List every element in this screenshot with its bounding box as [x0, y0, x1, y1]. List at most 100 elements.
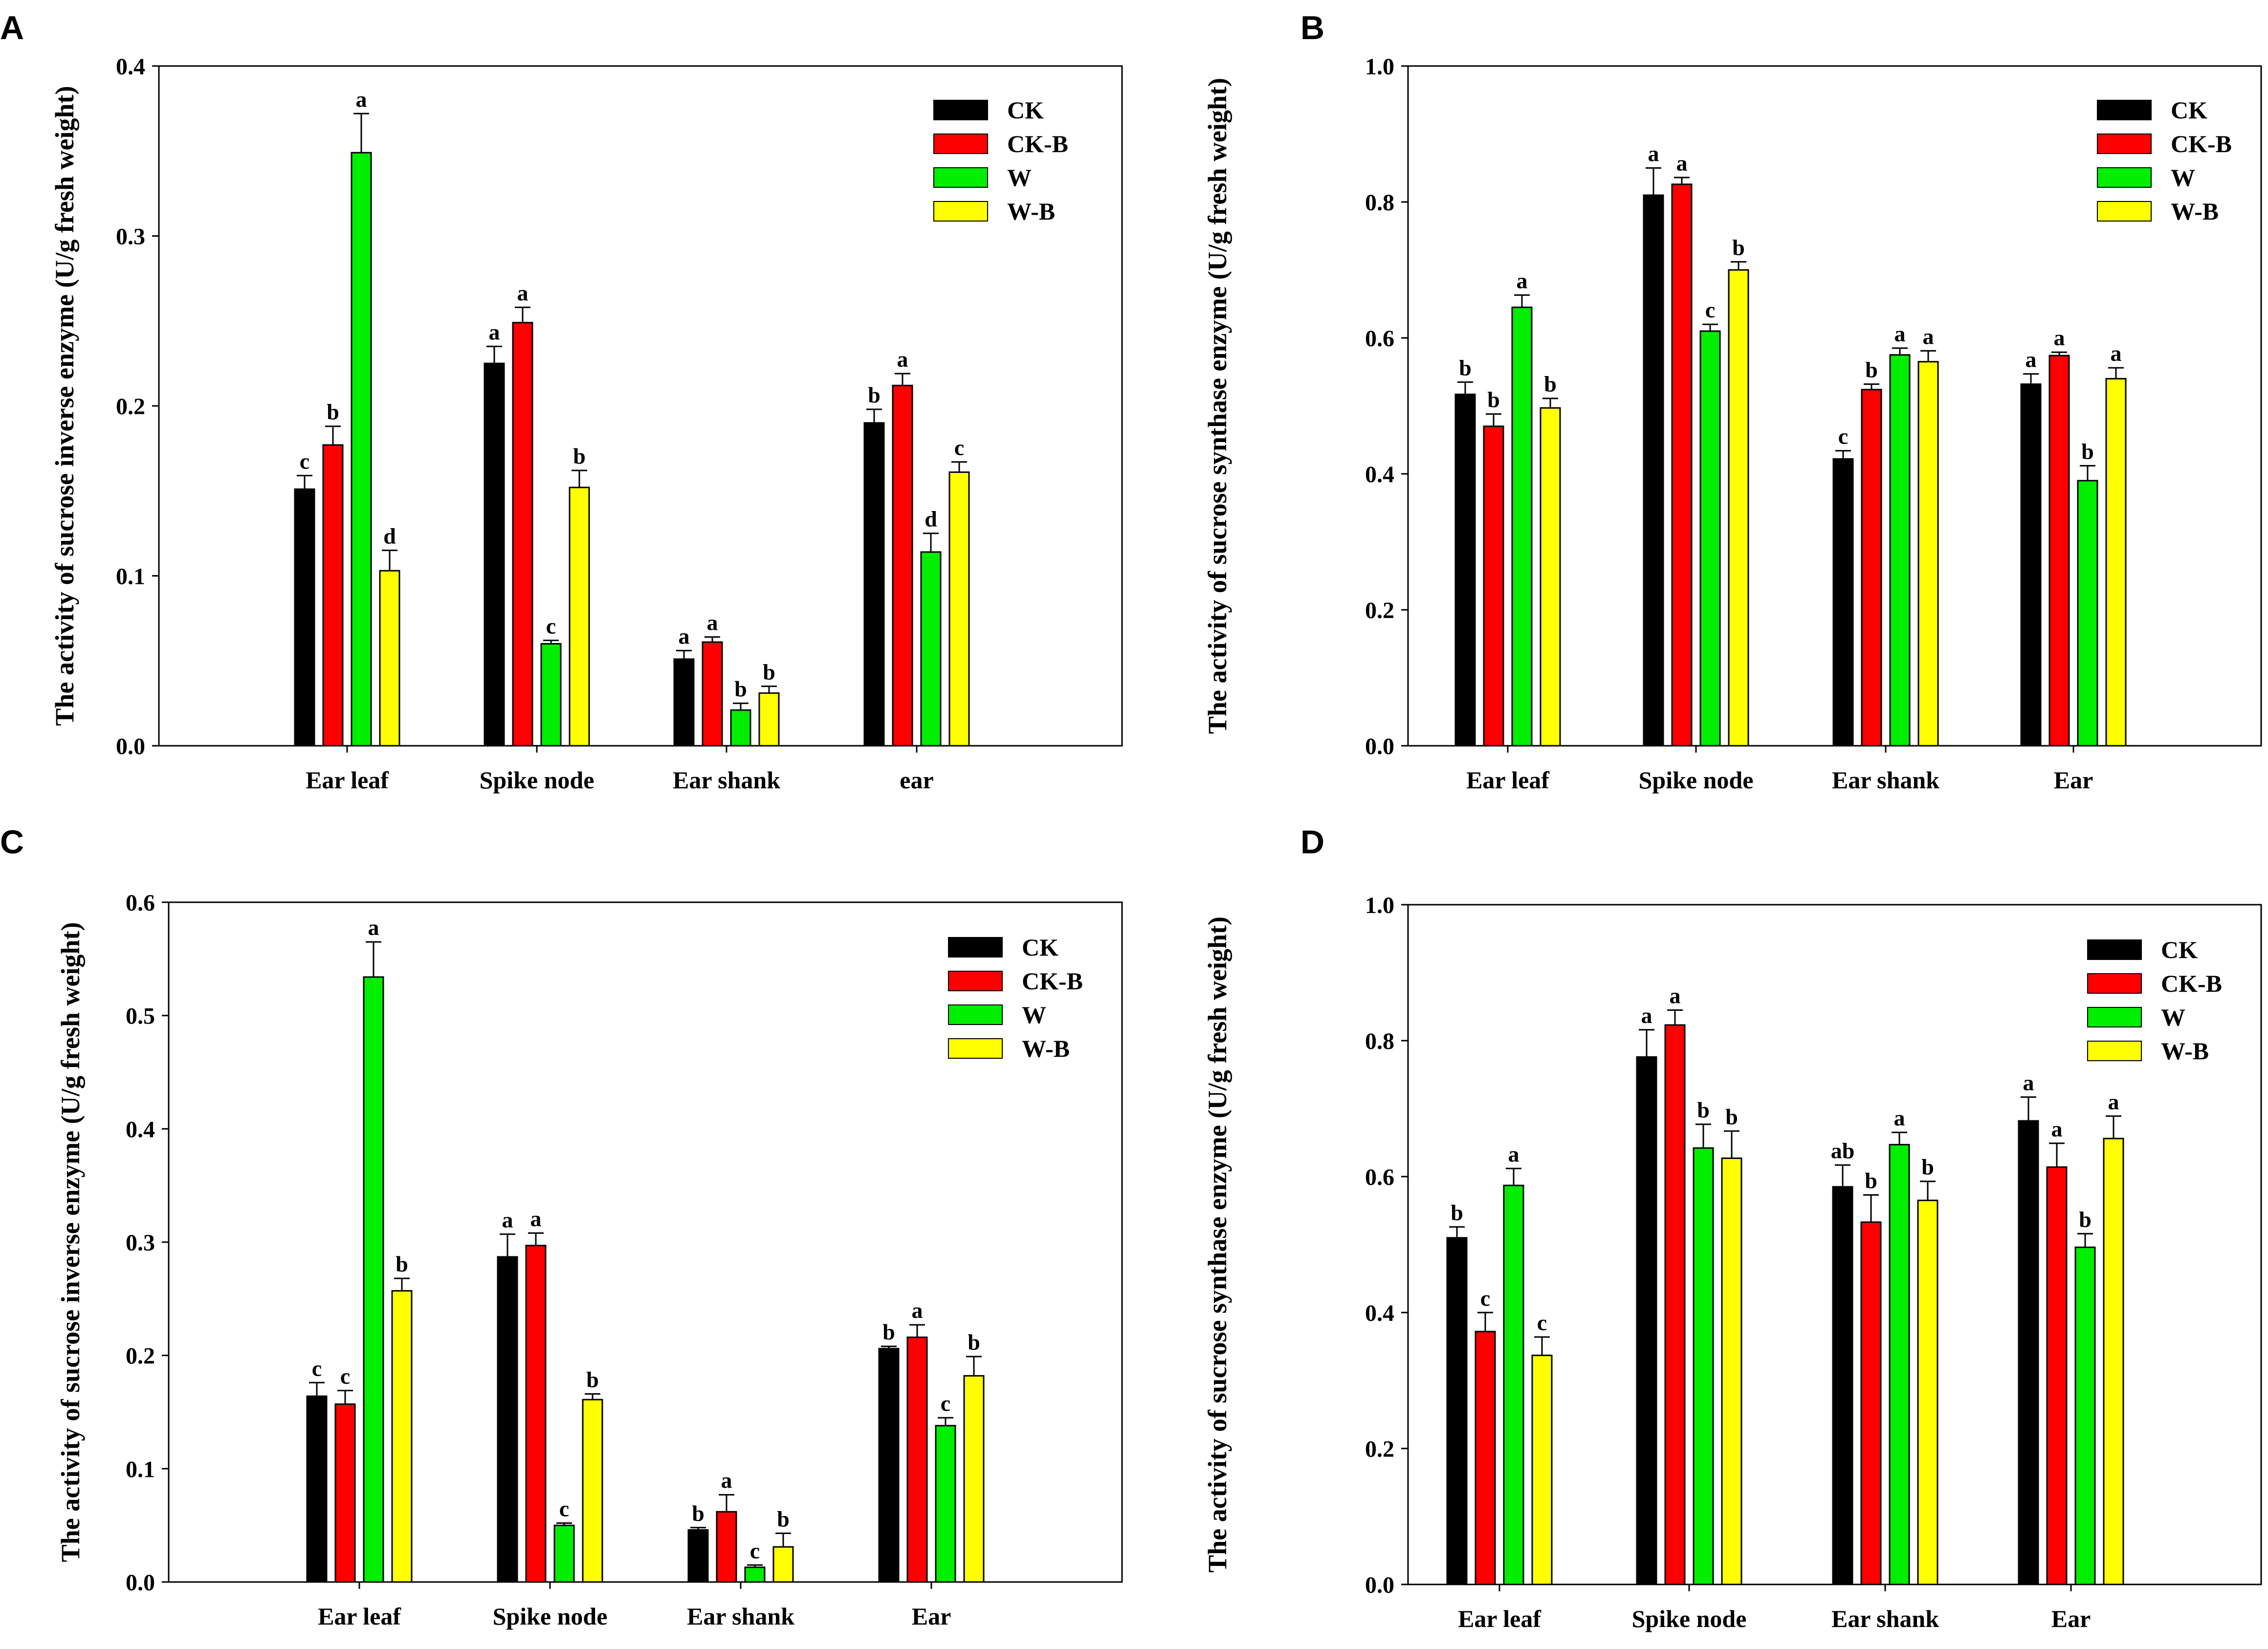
- legend-label: W-B: [2161, 1037, 2209, 1065]
- y-tick-label: 0.8: [1365, 190, 1394, 216]
- y-tick-label: 0.0: [116, 734, 145, 759]
- bar: [863, 422, 885, 747]
- significance-letter: b: [734, 676, 747, 701]
- bar: [702, 641, 723, 747]
- bar: [1540, 407, 1561, 747]
- significance-letter: a: [1517, 268, 1528, 293]
- significance-letter: a: [1923, 324, 1934, 349]
- legend-swatch: [948, 937, 1003, 958]
- legend-label: CK: [1007, 96, 1044, 124]
- significance-letter: b: [2081, 439, 2094, 464]
- bar: [1832, 458, 1854, 747]
- panel-b: B 0.0 0.2 0.4 0.6 0.8 1.0 The activity of sucr…: [1203, 9, 2262, 794]
- legend-swatch: [948, 1038, 1003, 1059]
- y-tick-label: 0.4: [126, 1116, 155, 1142]
- significance-letter: b: [2079, 1207, 2092, 1232]
- y-axis-label: The activity of sucrose synthase enzyme …: [1203, 916, 1232, 1573]
- significance-letter: b: [763, 659, 775, 684]
- significance-letter: b: [1487, 387, 1500, 412]
- y-tick-label: 0.6: [1365, 326, 1394, 352]
- bar: [351, 152, 372, 747]
- x-tick-label: Spike node: [480, 766, 595, 794]
- bar: [553, 1524, 575, 1583]
- significance-letter: a: [707, 610, 718, 635]
- significance-letter: a: [1641, 1003, 1652, 1028]
- significance-letter: a: [2026, 347, 2037, 372]
- legend-swatch: [2087, 1007, 2142, 1027]
- legend-label: W-B: [1007, 198, 1055, 225]
- y-tick-label: 0.6: [126, 890, 155, 916]
- y-tick-label: 0.3: [116, 224, 145, 250]
- x-tick-label: Ear shank: [1831, 1605, 1939, 1632]
- significance-letter: b: [1544, 372, 1557, 397]
- y-tick-label: 1.0: [1365, 54, 1394, 80]
- y-axis-label: The activity of sucrose synthase enzyme …: [1203, 78, 1232, 734]
- x-tick-label: Ear: [912, 1603, 951, 1630]
- significance-letter: a: [2108, 1089, 2119, 1114]
- significance-letter: a: [1894, 1106, 1905, 1131]
- bar: [306, 1395, 328, 1583]
- bar: [892, 384, 913, 747]
- significance-letter: a: [517, 280, 528, 305]
- significance-letter: b: [1865, 357, 1878, 382]
- bar: [730, 709, 751, 747]
- bar: [2048, 355, 2070, 747]
- x-tick-label: Ear leaf: [1458, 1605, 1541, 1632]
- bar: [1728, 269, 1749, 747]
- bar: [673, 658, 695, 747]
- panel-d: D 0.0 0.2 0.4 0.6 0.8 1.0 The activity of sucr…: [1203, 824, 2262, 1632]
- significance-letter: b: [327, 400, 339, 424]
- bar: [1699, 330, 1721, 747]
- bar: [963, 1375, 985, 1583]
- bar: [2077, 480, 2098, 747]
- bar: [2074, 1247, 2096, 1585]
- panel-letter: B: [1300, 9, 1324, 46]
- bar: [322, 444, 344, 747]
- y-tick-label: 0.2: [1365, 1436, 1394, 1462]
- significance-letter: a: [2051, 1116, 2063, 1141]
- significance-letter: b: [692, 1501, 705, 1526]
- bar: [525, 1245, 547, 1583]
- bar: [1454, 393, 1476, 747]
- y-tick-label: 0.4: [116, 54, 145, 80]
- bar: [2103, 1137, 2124, 1585]
- significance-letter: a: [489, 319, 500, 344]
- x-tick-label: Spike node: [493, 1603, 608, 1630]
- bar: [294, 488, 315, 747]
- significance-letter: c: [340, 1363, 350, 1388]
- legend-swatch: [2097, 167, 2152, 188]
- significance-letter: a: [1508, 1141, 1519, 1166]
- legend-swatch: [2097, 134, 2152, 154]
- y-tick-label: 0.3: [126, 1230, 155, 1256]
- significance-letter: b: [1921, 1155, 1934, 1180]
- significance-letter: c: [312, 1356, 322, 1381]
- x-tick-label: Ear leaf: [1466, 766, 1550, 794]
- y-tick-label: 0.4: [1365, 1300, 1394, 1326]
- y-tick-label: 0.2: [126, 1343, 155, 1369]
- y-tick-label: 0.2: [116, 394, 145, 420]
- legend-label: W: [1007, 164, 1032, 191]
- bar: [391, 1290, 413, 1583]
- significance-letter: c: [546, 614, 556, 639]
- bar: [687, 1529, 709, 1583]
- bar: [878, 1348, 900, 1583]
- legend-swatch: [933, 134, 988, 154]
- significance-letter: c: [300, 448, 309, 473]
- y-tick-label: 1.0: [1365, 892, 1394, 918]
- x-tick-label: Ear leaf: [306, 766, 389, 794]
- y-tick-label: 0.0: [126, 1570, 155, 1596]
- bar: [569, 487, 590, 747]
- significance-letter: b: [586, 1367, 599, 1392]
- legend-label: CK-B: [2171, 130, 2232, 157]
- legend-label: W: [1022, 1001, 1046, 1028]
- bar: [935, 1425, 956, 1583]
- x-tick-label: ear: [900, 766, 933, 794]
- legend-label: W-B: [2171, 198, 2219, 225]
- significance-letter: b: [1459, 355, 1472, 380]
- bar: [948, 471, 970, 747]
- legend-label: W: [2161, 1003, 2185, 1031]
- x-tick-label: Spike node: [1639, 766, 1754, 794]
- legend-label: CK-B: [1007, 130, 1068, 157]
- legend-label: CK-B: [1022, 967, 1083, 995]
- bar: [1483, 425, 1504, 747]
